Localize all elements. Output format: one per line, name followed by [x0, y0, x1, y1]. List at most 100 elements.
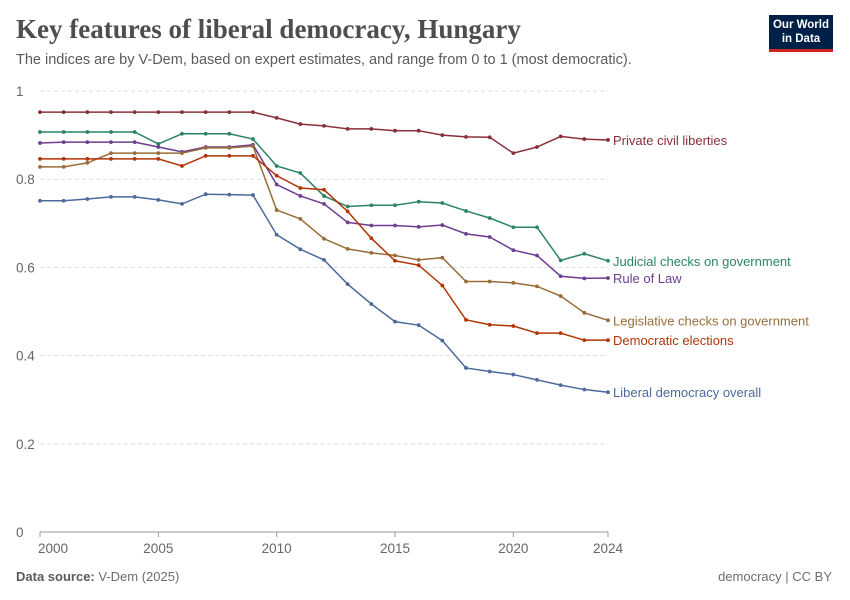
data-point	[464, 231, 468, 236]
data-point	[109, 130, 113, 134]
data-point	[298, 122, 303, 126]
data-point	[511, 372, 516, 377]
data-point	[345, 246, 350, 251]
data-point	[156, 157, 161, 161]
data-point	[582, 387, 587, 392]
data-point	[487, 135, 492, 140]
data-point	[369, 127, 374, 131]
data-point	[558, 294, 563, 298]
data-point	[322, 201, 326, 206]
x-tick-label: 2024	[593, 541, 624, 556]
data-point	[180, 110, 184, 115]
series-line	[39, 141, 609, 280]
data-point	[606, 390, 610, 395]
data-point	[440, 338, 445, 343]
data-point	[203, 153, 208, 158]
data-point	[85, 157, 90, 161]
x-tick-label: 2000	[38, 541, 68, 556]
series-label: Legislative checks on government	[613, 313, 809, 328]
owid-logo[interactable]: Our World in Data	[769, 15, 833, 52]
data-point	[558, 258, 563, 263]
data-point	[511, 324, 516, 328]
data-point	[606, 276, 610, 280]
data-point	[203, 145, 208, 150]
data-point	[369, 203, 374, 208]
data-point	[393, 253, 397, 258]
logo-line-2: in Data	[781, 33, 821, 45]
data-point	[322, 123, 326, 128]
data-point	[298, 186, 303, 190]
data-point	[251, 110, 255, 115]
data-point	[369, 223, 374, 228]
data-point	[132, 130, 137, 134]
data-point	[180, 201, 184, 206]
data-point	[369, 236, 374, 241]
data-point	[511, 225, 516, 230]
data-point	[416, 224, 421, 229]
data-point	[251, 193, 255, 197]
data-point	[440, 223, 445, 227]
data-point	[558, 383, 563, 388]
y-tick-label: 0.4	[16, 349, 35, 364]
data-point	[274, 208, 279, 212]
data-point	[156, 110, 161, 115]
data-point	[156, 151, 161, 156]
data-point	[109, 151, 113, 156]
x-tick-label: 2020	[498, 541, 528, 556]
data-point	[85, 197, 90, 201]
data-point	[393, 319, 397, 324]
data-point	[298, 171, 303, 175]
data-point	[322, 258, 326, 262]
data-point	[132, 194, 137, 199]
y-tick-label: 0.8	[16, 172, 35, 187]
data-point	[558, 274, 563, 279]
data-point	[535, 253, 539, 258]
data-point	[274, 164, 279, 168]
y-tick-label: 0.2	[16, 437, 35, 452]
data-point	[156, 142, 161, 146]
data-point	[274, 182, 279, 187]
data-point	[606, 338, 610, 343]
data-point	[38, 164, 42, 169]
data-point	[535, 284, 539, 289]
data-point	[464, 209, 468, 213]
data-point	[298, 216, 303, 221]
series-lines	[38, 110, 610, 395]
data-point	[416, 323, 421, 328]
data-point	[582, 251, 587, 256]
license-text[interactable]: democracy | CC BY	[718, 569, 832, 584]
data-point	[535, 331, 539, 336]
data-point	[440, 255, 445, 260]
data-point	[345, 209, 350, 214]
x-tick-label: 2010	[262, 541, 292, 556]
data-point	[38, 130, 42, 134]
series-line	[40, 193, 609, 393]
data-source-label: Data source:	[16, 569, 95, 584]
series-line	[40, 145, 609, 322]
data-point	[38, 198, 42, 203]
data-point	[132, 110, 137, 115]
data-point	[416, 128, 421, 133]
chart-subtitle: The indices are by V-Dem, based on exper…	[16, 52, 632, 68]
data-point	[582, 310, 587, 315]
data-point	[203, 131, 208, 136]
data-point	[251, 153, 255, 158]
data-point	[345, 220, 350, 225]
data-point	[298, 194, 303, 198]
data-point	[487, 322, 492, 327]
data-point	[109, 157, 113, 161]
data-point	[535, 377, 539, 382]
data-point	[582, 276, 587, 281]
data-point	[156, 145, 161, 149]
data-point	[322, 194, 326, 198]
x-tick-label: 2015	[380, 541, 410, 556]
x-tick-label: 2005	[143, 541, 173, 556]
y-tick-label: 0	[16, 525, 24, 540]
data-point	[61, 157, 66, 161]
data-point	[251, 137, 255, 141]
data-source-link[interactable]: V-Dem (2025)	[98, 569, 180, 584]
data-point	[156, 198, 161, 202]
data-point	[180, 151, 184, 156]
data-point	[109, 194, 113, 199]
